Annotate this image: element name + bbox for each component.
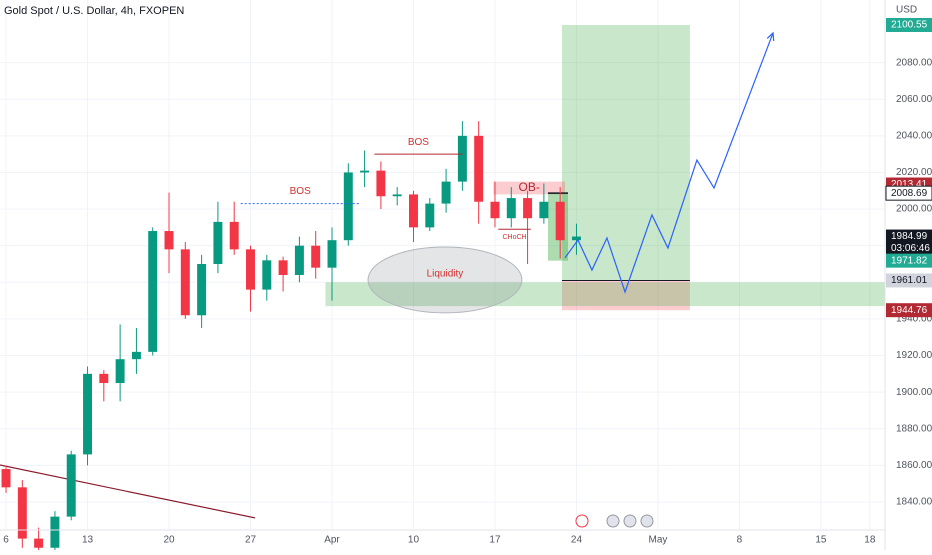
stop-zone xyxy=(561,280,690,311)
y-tick-label: 2040.00 xyxy=(896,130,932,141)
candle-body xyxy=(66,454,76,517)
liquidity-label: Liquidity xyxy=(427,269,464,280)
candle-body xyxy=(262,260,272,290)
price-label: 1961.01 xyxy=(891,275,928,286)
price-label-box xyxy=(886,17,932,32)
countdown: 03:06:46 xyxy=(891,243,930,254)
price-label-box xyxy=(886,303,932,318)
target-zone xyxy=(561,24,690,281)
price-label: 1944.76 xyxy=(891,305,928,316)
candle-body xyxy=(115,359,125,383)
y-tick-label: 2080.00 xyxy=(896,57,932,68)
candle-body xyxy=(50,516,60,548)
y-tick-label: 1860.00 xyxy=(896,460,932,471)
liquidity-zone xyxy=(367,246,523,314)
trendline xyxy=(0,464,256,519)
candle-body xyxy=(213,221,223,264)
candle-body xyxy=(555,201,565,241)
candle-body xyxy=(343,172,353,241)
y-tick-label: 1920.00 xyxy=(896,350,932,361)
projection-arrow xyxy=(766,31,775,41)
bos-label: BOS xyxy=(290,186,311,197)
x-tick-label: 17 xyxy=(489,535,501,546)
candle-body xyxy=(523,198,533,219)
x-tick-label: May xyxy=(649,535,668,546)
candle-body xyxy=(229,221,239,250)
price-label: 1971.82 xyxy=(891,255,928,266)
candle-body xyxy=(34,538,44,548)
demand-zone xyxy=(325,282,885,307)
candle-body xyxy=(457,135,467,182)
x-tick-label: 15 xyxy=(815,535,827,546)
candle-body xyxy=(506,198,516,219)
price-label-box xyxy=(886,229,932,256)
y-tick-label: 1840.00 xyxy=(896,497,932,508)
x-tick-label: 6 xyxy=(3,535,9,546)
currency: USD xyxy=(896,5,917,16)
price-axis: 1840.00 1860.00 1880.00 1900.00 1920.00 1940.… xyxy=(3,17,932,546)
candle-body xyxy=(17,487,27,539)
candle-body xyxy=(539,201,549,219)
price-label: 2008.69 xyxy=(891,188,928,199)
plot-area: OB- Liquidity BOS BOS CHoCH xyxy=(0,24,885,555)
price-label-box xyxy=(885,185,932,201)
y-tick-label: 1940.00 xyxy=(896,314,932,325)
projection-path xyxy=(564,32,774,294)
candle-body xyxy=(131,351,141,360)
candle-body xyxy=(376,170,386,197)
x-tick-label: 18 xyxy=(864,535,876,546)
candle-body xyxy=(311,245,321,268)
event-icon[interactable] xyxy=(623,514,637,528)
candle-body xyxy=(180,249,190,316)
price-label: 1984.99 xyxy=(891,231,928,242)
candle-body xyxy=(392,194,402,197)
event-icon[interactable] xyxy=(575,514,589,528)
x-tick-label: 13 xyxy=(82,535,94,546)
candle-body xyxy=(474,135,484,202)
y-tick-label: 2060.00 xyxy=(896,94,932,105)
candle-body xyxy=(425,203,435,228)
candle-body xyxy=(409,194,418,228)
x-tick-label: 24 xyxy=(571,535,583,546)
y-tick-label: 1880.00 xyxy=(896,423,932,434)
y-tick-label: 2000.00 xyxy=(896,204,932,215)
candle-body xyxy=(327,240,337,268)
x-tick-label: 8 xyxy=(737,535,743,546)
x-tick-label: Apr xyxy=(324,535,340,546)
candle-body xyxy=(148,231,158,352)
x-tick-label: 10 xyxy=(408,535,420,546)
candle-body xyxy=(571,236,581,241)
event-icons xyxy=(575,514,654,528)
candle-body xyxy=(278,260,288,275)
candle-body xyxy=(83,373,93,455)
candle-body xyxy=(360,170,370,173)
candle-body xyxy=(164,231,174,250)
price-label: 2013.41 xyxy=(891,179,928,190)
grid xyxy=(0,0,885,530)
order-block-label: OB- xyxy=(519,180,540,194)
price-label-box xyxy=(886,273,932,288)
event-icon[interactable] xyxy=(640,514,654,528)
candle-body xyxy=(490,201,500,219)
price-label: 2100.55 xyxy=(891,20,928,31)
choch-label: CHoCH xyxy=(502,234,526,241)
candle-body xyxy=(246,249,255,290)
bos-label: BOS xyxy=(408,137,429,148)
candle-body xyxy=(197,263,207,316)
chart-title: Gold Spot / U.S. Dollar, 4h, FXOPEN xyxy=(4,5,184,17)
candle-body xyxy=(294,245,304,275)
price-label-box xyxy=(886,253,932,268)
candle-body xyxy=(1,469,11,488)
y-tick-label: 1900.00 xyxy=(896,387,932,398)
x-tick-label: 20 xyxy=(163,535,175,546)
y-tick-label: 2020.00 xyxy=(896,167,932,178)
x-tick-label: 27 xyxy=(245,535,257,546)
candle-body xyxy=(99,373,109,383)
event-icon[interactable] xyxy=(606,514,620,528)
candle-body xyxy=(441,181,451,204)
